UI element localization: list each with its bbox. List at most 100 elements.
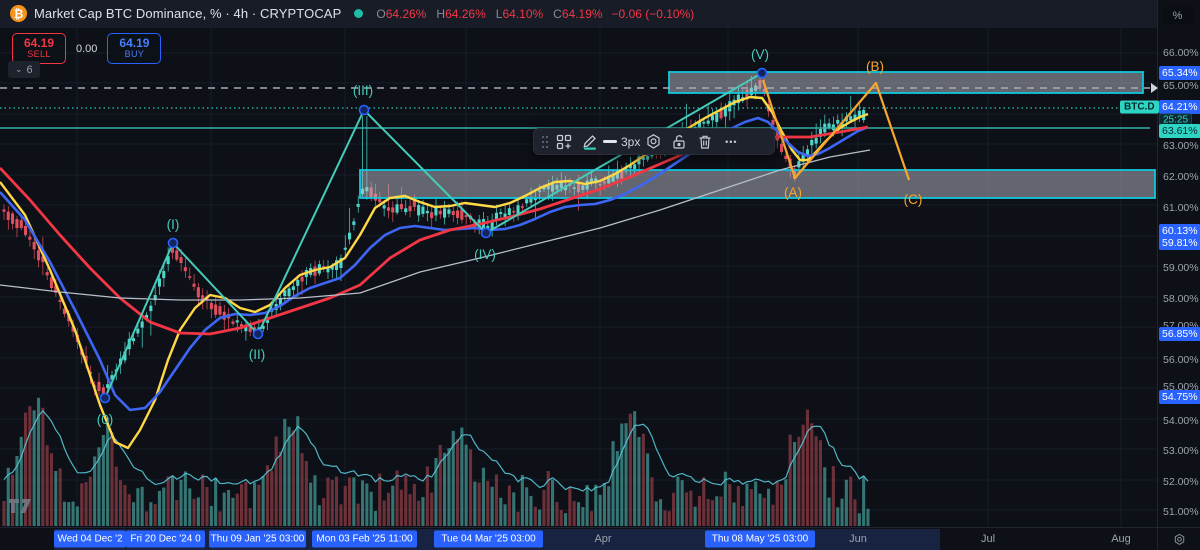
- volume-bar: [499, 497, 503, 526]
- candle-body: [408, 206, 412, 212]
- volume-bar: [490, 486, 494, 526]
- candle-body: [58, 299, 62, 302]
- tradingview-logo[interactable]: [8, 497, 48, 515]
- volume-bar: [637, 437, 641, 526]
- template-button[interactable]: [551, 130, 577, 153]
- price-chart-svg[interactable]: (0) (I) (II) (III) (IV) (V) (A) (B) (C): [0, 0, 1157, 527]
- candle-body: [32, 241, 36, 250]
- sell-button[interactable]: 64.19 SELL: [12, 33, 66, 64]
- time-axis[interactable]: Wed 04 Dec '2 Fri 20 Dec '24 0 Thu 09 Jan …: [0, 527, 1157, 550]
- volume-bar: [201, 474, 205, 526]
- price-marker-arrow-icon: [1151, 83, 1158, 93]
- legend-collapse-button[interactable]: ⌄ 6: [8, 61, 40, 78]
- candle-body: [162, 270, 166, 279]
- volume-bar: [32, 410, 36, 526]
- wave-label-impulse[interactable]: (IV): [474, 247, 496, 262]
- volume-bar: [594, 484, 598, 526]
- volume-bar: [149, 502, 153, 526]
- volume-bar: [123, 485, 127, 526]
- wave-pivot-dot[interactable]: [480, 227, 492, 239]
- sell-label: SELL: [27, 49, 51, 60]
- volume-bar: [862, 476, 866, 526]
- volume-bar: [628, 413, 632, 526]
- volume-bar: [399, 489, 403, 526]
- wave-label-impulse[interactable]: (V): [751, 47, 769, 62]
- elliott-impulse-line[interactable]: [104, 72, 763, 399]
- supply-zone[interactable]: [668, 71, 1144, 94]
- time-anchor-badge: Mon 03 Feb '25 11:00: [312, 530, 417, 548]
- wave-label-impulse[interactable]: (III): [353, 83, 373, 98]
- candle-body: [335, 260, 339, 270]
- delete-button[interactable]: [692, 130, 718, 153]
- candle-body: [628, 164, 632, 169]
- settings-button[interactable]: [640, 130, 666, 153]
- candle-body: [801, 153, 805, 162]
- axis-settings-corner[interactable]: [1157, 527, 1200, 550]
- wave-label-impulse[interactable]: (0): [97, 412, 114, 427]
- color-button[interactable]: [577, 130, 603, 153]
- volume-bar: [564, 513, 568, 526]
- volume-bar: [857, 513, 861, 526]
- candle-body: [404, 208, 408, 213]
- wave-label-correction[interactable]: (A): [784, 185, 802, 200]
- volume-bar: [611, 441, 615, 526]
- price-tick: 52.00%: [1163, 476, 1199, 488]
- volume-bar: [309, 482, 313, 526]
- price-scale-unit-button[interactable]: %: [1162, 7, 1193, 24]
- candle-body: [745, 89, 749, 100]
- volume-bar: [581, 507, 585, 526]
- volume-bar: [140, 486, 144, 526]
- volume-bar: [788, 434, 792, 526]
- volume-bar: [170, 475, 174, 526]
- volume-bar: [425, 466, 429, 526]
- time-tick: Apr: [594, 533, 612, 545]
- volume-bar: [654, 501, 658, 526]
- volume-bar: [814, 436, 818, 526]
- close-value: 64.19%: [561, 6, 603, 21]
- volume-bar: [175, 500, 179, 526]
- candle-body: [857, 110, 861, 118]
- symbol-title[interactable]: Market Cap BTC Dominance, % · 4h · CRYPT…: [34, 6, 342, 21]
- demand-zone[interactable]: [359, 169, 1156, 199]
- lock-button[interactable]: [666, 130, 692, 153]
- volume-bar: [494, 474, 498, 526]
- volume-bar: [641, 433, 645, 526]
- toolbar-drag-handle[interactable]: [539, 130, 551, 153]
- volume-bar: [248, 508, 252, 526]
- wave-pivot-dot[interactable]: [167, 237, 179, 249]
- candle-body: [810, 140, 814, 146]
- unlock-icon: [673, 134, 685, 149]
- wave-pivot-dot[interactable]: [252, 328, 264, 340]
- high-key: H: [436, 6, 446, 21]
- wave-pivot-dot[interactable]: [99, 392, 111, 404]
- price-change: −0.06 (−0.10%): [611, 6, 695, 21]
- candle-body: [520, 206, 524, 208]
- wave-label-correction[interactable]: (B): [866, 59, 884, 74]
- wave-pivot-dot[interactable]: [756, 67, 768, 79]
- volume-bar: [676, 476, 680, 526]
- wave-label-impulse[interactable]: (I): [167, 217, 180, 232]
- time-anchor-badge: Wed 04 Dec '2: [54, 530, 126, 548]
- volume-bar: [443, 452, 447, 526]
- wave-pivot-dot[interactable]: [358, 104, 370, 116]
- volume-bar: [775, 480, 779, 526]
- more-options-button[interactable]: •••: [718, 130, 744, 153]
- volume-bar: [780, 484, 784, 526]
- volume-bar: [253, 482, 257, 526]
- line-width-button[interactable]: 3px: [603, 130, 640, 153]
- ma-200-white: [0, 149, 871, 301]
- wave-label-impulse[interactable]: (II): [249, 347, 266, 362]
- chart-pane[interactable]: (0) (I) (II) (III) (IV) (V) (A) (B) (C): [0, 0, 1157, 527]
- volume-bar: [715, 496, 719, 526]
- volume-bar: [672, 492, 676, 526]
- wave-label-correction[interactable]: (C): [904, 192, 923, 207]
- volume-bar: [41, 407, 45, 526]
- volume-pane: [2, 397, 870, 526]
- elliott-correction-line[interactable]: [761, 79, 911, 181]
- price-scale[interactable]: 66.00% 65.00% 63.00% 62.00% 61.00% 59.00% 58.0…: [1157, 0, 1200, 527]
- volume-bar: [758, 493, 762, 526]
- candle-body: [19, 220, 23, 228]
- buy-button[interactable]: 64.19 BUY: [107, 33, 162, 64]
- candle-body: [6, 211, 10, 220]
